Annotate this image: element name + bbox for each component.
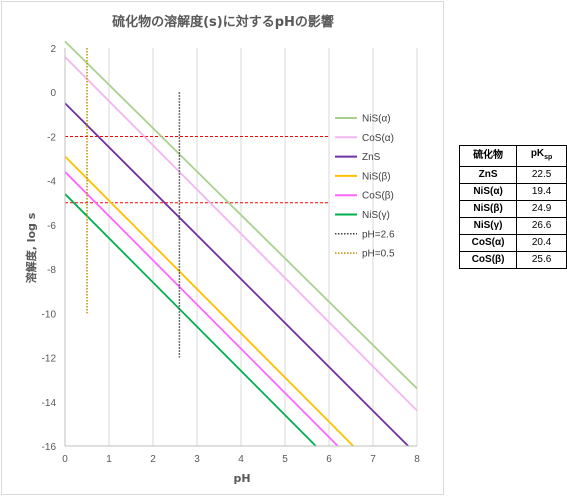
table-cell-name: ZnS [458,166,518,184]
grid-layer [108,48,418,446]
legend: NiS(α) CoS(α) ZnS NiS(β) CoS(β) NiS(γ) pH=2.6 p… [335,114,395,260]
table-cell-name: NiS(α) [458,183,518,201]
y-tick-label: -2 [47,132,56,143]
y-tick-label: -16 [42,442,57,453]
x-tick-label: 1 [106,454,112,465]
table-header-pksp: pKsp [516,145,567,167]
series-line [64,193,317,447]
legend-label: NiS(β) [362,171,391,182]
legend-label: ZnS [362,152,381,163]
reference-lines [65,135,329,204]
table-row: NiS(α) 19.4 [458,183,567,201]
x-tick-label: 4 [238,454,244,465]
x-tick-label: 3 [194,454,200,465]
table-cell-name: CoS(α) [458,234,518,252]
y-tick-label: -12 [42,354,57,365]
legend-label: NiS(α) [362,114,391,125]
series-line [64,155,354,447]
y-tick-label: 2 [50,44,56,55]
chart-frame: 硫化物の溶解度(s)に対するpHの影響 0 1 2 3 4 5 6 7 8 2 0 -2 -4 -6 -8 -… [1,1,444,495]
series-line [64,40,418,390]
series-layer [64,40,418,447]
table-row: CoS(β) 25.6 [458,251,567,269]
y-tick-label: -14 [42,398,57,409]
legend-label: CoS(β) [362,191,394,202]
axis-layer: 0 1 2 3 4 5 6 7 8 2 0 -2 -4 -6 -8 -10 -12 -14 -16 [42,44,421,465]
table-cell-name: CoS(β) [458,251,518,269]
series-line [64,171,339,447]
chart-title: 硫化物の溶解度(s)に対するpHの影響 [112,14,334,30]
sp-subscript: sp [544,154,553,161]
table-cell-value: 25.6 [516,251,567,269]
pksp-table: 硫化物 pKsp ZnS 22.5 NiS(α) 19.4 NiS(β) 24.9 N… [458,145,567,269]
x-tick-label: 7 [370,454,376,465]
table-header-sulfide: 硫化物 [458,145,518,167]
x-tick-label: 8 [414,454,420,465]
x-tick-label: 6 [326,454,332,465]
x-tick-label: 2 [150,454,156,465]
chart-svg: 硫化物の溶解度(s)に対するpHの影響 0 1 2 3 4 5 6 7 8 2 0 -2 -4 -6 -8 -… [24,14,421,485]
y-tick-label: -8 [47,265,56,276]
table-row: CoS(α) 20.4 [458,234,567,252]
legend-label: CoS(α) [362,133,394,144]
table-cell-value: 24.9 [516,200,567,218]
x-tick-label: 5 [282,454,288,465]
y-tick-label: -4 [47,177,56,188]
x-axis-title: pH [233,472,250,485]
table-cell-value: 20.4 [516,234,567,252]
table-row: NiS(γ) 26.6 [458,217,567,235]
y-tick-label: -6 [47,221,56,232]
legend-label: pH=2.6 [362,229,395,240]
legend-label: pH=0.5 [362,249,395,260]
table-cell-value: 19.4 [516,183,567,201]
table-header-row: 硫化物 pKsp [458,145,567,167]
table-cell-value: 26.6 [516,217,567,235]
table-cell-name: NiS(γ) [458,217,518,235]
table-cell-name: NiS(β) [458,200,518,218]
y-tick-label: -10 [42,309,57,320]
y-tick-label: 0 [50,88,56,99]
series-line [64,102,409,447]
table-row: ZnS 22.5 [458,166,567,184]
table-row: NiS(β) 24.9 [458,200,567,218]
pk-label: pK [530,148,545,159]
series-line [64,56,418,412]
y-axis-title: 溶解度, log s [24,212,38,283]
table-cell-value: 22.5 [516,166,567,184]
x-tick-label: 0 [62,454,68,465]
legend-label: NiS(γ) [362,210,390,221]
